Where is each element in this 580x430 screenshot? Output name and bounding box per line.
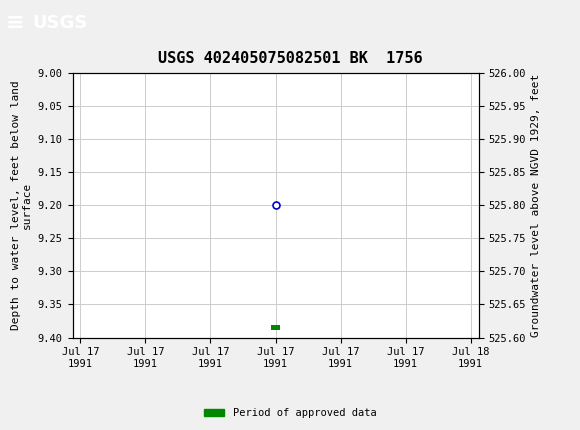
Y-axis label: Groundwater level above NGVD 1929, feet: Groundwater level above NGVD 1929, feet	[531, 74, 541, 337]
Text: ≡: ≡	[6, 12, 24, 33]
Y-axis label: Depth to water level, feet below land
surface: Depth to water level, feet below land su…	[10, 80, 32, 330]
Text: USGS 402405075082501 BK  1756: USGS 402405075082501 BK 1756	[158, 51, 422, 65]
Bar	[271, 325, 280, 330]
Text: USGS: USGS	[32, 14, 87, 31]
Legend: Period of approved data: Period of approved data	[200, 404, 380, 423]
